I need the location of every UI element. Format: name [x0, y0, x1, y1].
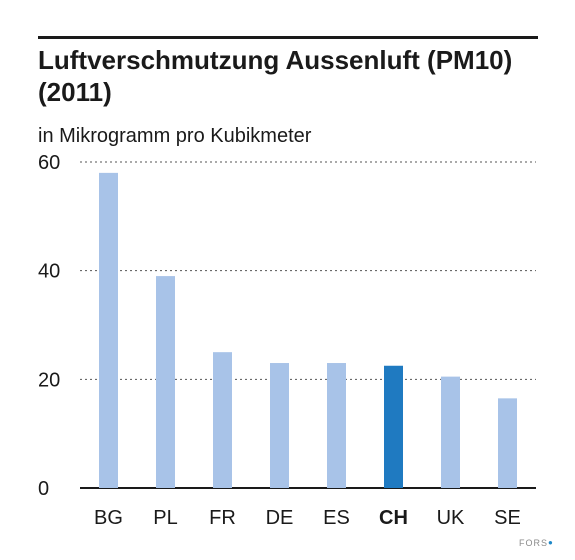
x-tick-label-uk: UK — [437, 507, 465, 529]
watermark-dot-icon: ● — [548, 538, 554, 547]
grid-layer — [80, 161, 536, 489]
y-tick-label-60: 60 — [38, 152, 60, 174]
x-tick-label-de: DE — [266, 507, 294, 529]
y-tick-label-0: 0 — [38, 478, 49, 500]
y-tick-label-20: 20 — [38, 369, 60, 391]
bar-pl — [156, 276, 175, 488]
bar-es — [327, 363, 346, 488]
bar-layer — [99, 172, 517, 488]
bar-ch — [384, 365, 403, 488]
chart-subtitle: in Mikrogramm pro Kubikmeter — [38, 125, 312, 147]
x-tick-label-se: SE — [494, 507, 521, 529]
bar-bg — [99, 172, 118, 488]
bar-uk — [441, 376, 460, 488]
x-tick-label-ch: CH — [379, 507, 408, 529]
fors-watermark: FORS● — [519, 538, 554, 548]
watermark-text: FORS — [519, 538, 549, 548]
bar-se — [498, 398, 517, 488]
label-layer: 0 20 40 60 BG PL FR DE ES CH UK SE — [38, 152, 521, 529]
chart-title: Luftverschmutzung Aussenluft (PM10) (201… — [38, 45, 513, 107]
bar-de — [270, 363, 289, 488]
x-tick-label-pl: PL — [153, 507, 177, 529]
bar-fr — [213, 352, 232, 488]
y-tick-label-40: 40 — [38, 261, 60, 283]
title-rule — [38, 36, 538, 39]
x-tick-label-fr: FR — [209, 507, 236, 529]
x-tick-label-bg: BG — [94, 507, 123, 529]
x-tick-label-es: ES — [323, 507, 350, 529]
